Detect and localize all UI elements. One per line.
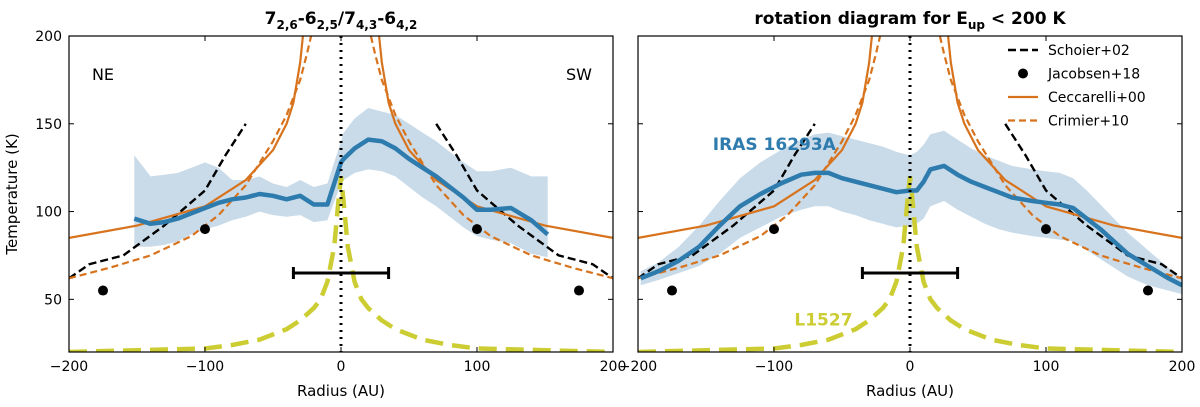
series-schoier-02-2 [1004, 123, 1182, 280]
title-subscript: 4,3 [356, 18, 377, 32]
jacobsen-point [200, 224, 210, 235]
chart-title: rotation diagram for Eup < 200 K [754, 9, 1066, 32]
x-tick-label: 200 [600, 359, 627, 375]
y-tick-label: 200 [35, 29, 62, 45]
x-axis-label: Radius (AU) [866, 382, 954, 400]
y-tick-label: 50 [44, 292, 62, 308]
title-subscript: 2,6 [276, 18, 297, 32]
x-axis-label: Radius (AU) [297, 382, 385, 400]
series-schoier-02-2 [435, 123, 613, 280]
jacobsen-point [472, 224, 482, 235]
legend-label: Schoier+02 [1048, 43, 1130, 59]
title-rest: < 200 K [985, 9, 1066, 29]
series-schoier-02-1 [638, 123, 816, 280]
series-ceccarelli-00-1 [69, 36, 304, 239]
jacobsen-point [98, 285, 108, 296]
title-main: rotation diagram for E [754, 9, 967, 29]
x-tick-label: −200 [50, 359, 88, 375]
panel-2: −200 −100 0 100 200 Radius (AU) rotation diagr… [619, 9, 1196, 400]
legend-label: Jacobsen+18 [1047, 67, 1140, 83]
series-crimier-10-2 [938, 36, 1182, 280]
title-subscript: up [968, 18, 986, 32]
x-tick-label: −100 [186, 359, 224, 375]
x-tick-label: 0 [906, 359, 915, 375]
plot-area [638, 36, 1182, 352]
annotation-l1527: L1527 [794, 311, 852, 331]
jacobsen-point [1143, 285, 1153, 296]
jacobsen-point [667, 285, 677, 296]
series-crimier-10-1 [638, 36, 882, 280]
y-tick-label: 150 [35, 117, 62, 133]
annotation-sw: SW [566, 65, 592, 84]
plot-area [69, 36, 613, 352]
annotation-ne: NE [92, 65, 114, 84]
title-part: /7 [338, 9, 356, 29]
legend-label: Ceccarelli+00 [1048, 90, 1146, 106]
legend-marker-jacobsen [1018, 68, 1028, 79]
y-tick-label: 100 [35, 205, 62, 221]
series-schoier-02-1 [69, 123, 247, 280]
jacobsen-point [769, 224, 779, 235]
annotation-iras-16293a: IRAS 16293A [713, 135, 837, 155]
legend: Schoier+02 Jacobsen+18 Ceccarelli+00 Crimie… [1008, 43, 1146, 130]
jacobsen-point [1041, 224, 1051, 235]
series-iras-16293a [639, 163, 1182, 288]
series-ceccarelli-00-2 [378, 36, 613, 239]
series-ceccarelli-00-2 [947, 36, 1182, 239]
panel-1: −200 −100 0 100 200 50 100 150 200 Radius (AU) Tem… [3, 9, 626, 400]
x-tick-label: −100 [755, 359, 793, 375]
title-part: -6 [298, 9, 317, 29]
title-part: -6 [377, 9, 396, 29]
x-tick-label: 0 [337, 359, 346, 375]
title-subscript: 4,2 [396, 18, 417, 32]
series-crimier-10-2 [369, 36, 613, 280]
x-tick-label: 100 [1033, 359, 1060, 375]
title-part: 7 [265, 9, 277, 29]
legend-label: Crimier+10 [1048, 114, 1129, 130]
x-tick-label: 100 [464, 359, 491, 375]
x-tick-label: 200 [1169, 359, 1196, 375]
jacobsen-point [574, 285, 584, 296]
chart-title: 72,6​-62,5​/74,3​-64,2​ [265, 9, 418, 32]
x-tick-label: −200 [619, 359, 657, 375]
series-crimier-10-1 [69, 36, 313, 280]
y-axis-label: Temperature (K) [3, 133, 21, 255]
title-subscript: 2,5 [317, 18, 338, 32]
